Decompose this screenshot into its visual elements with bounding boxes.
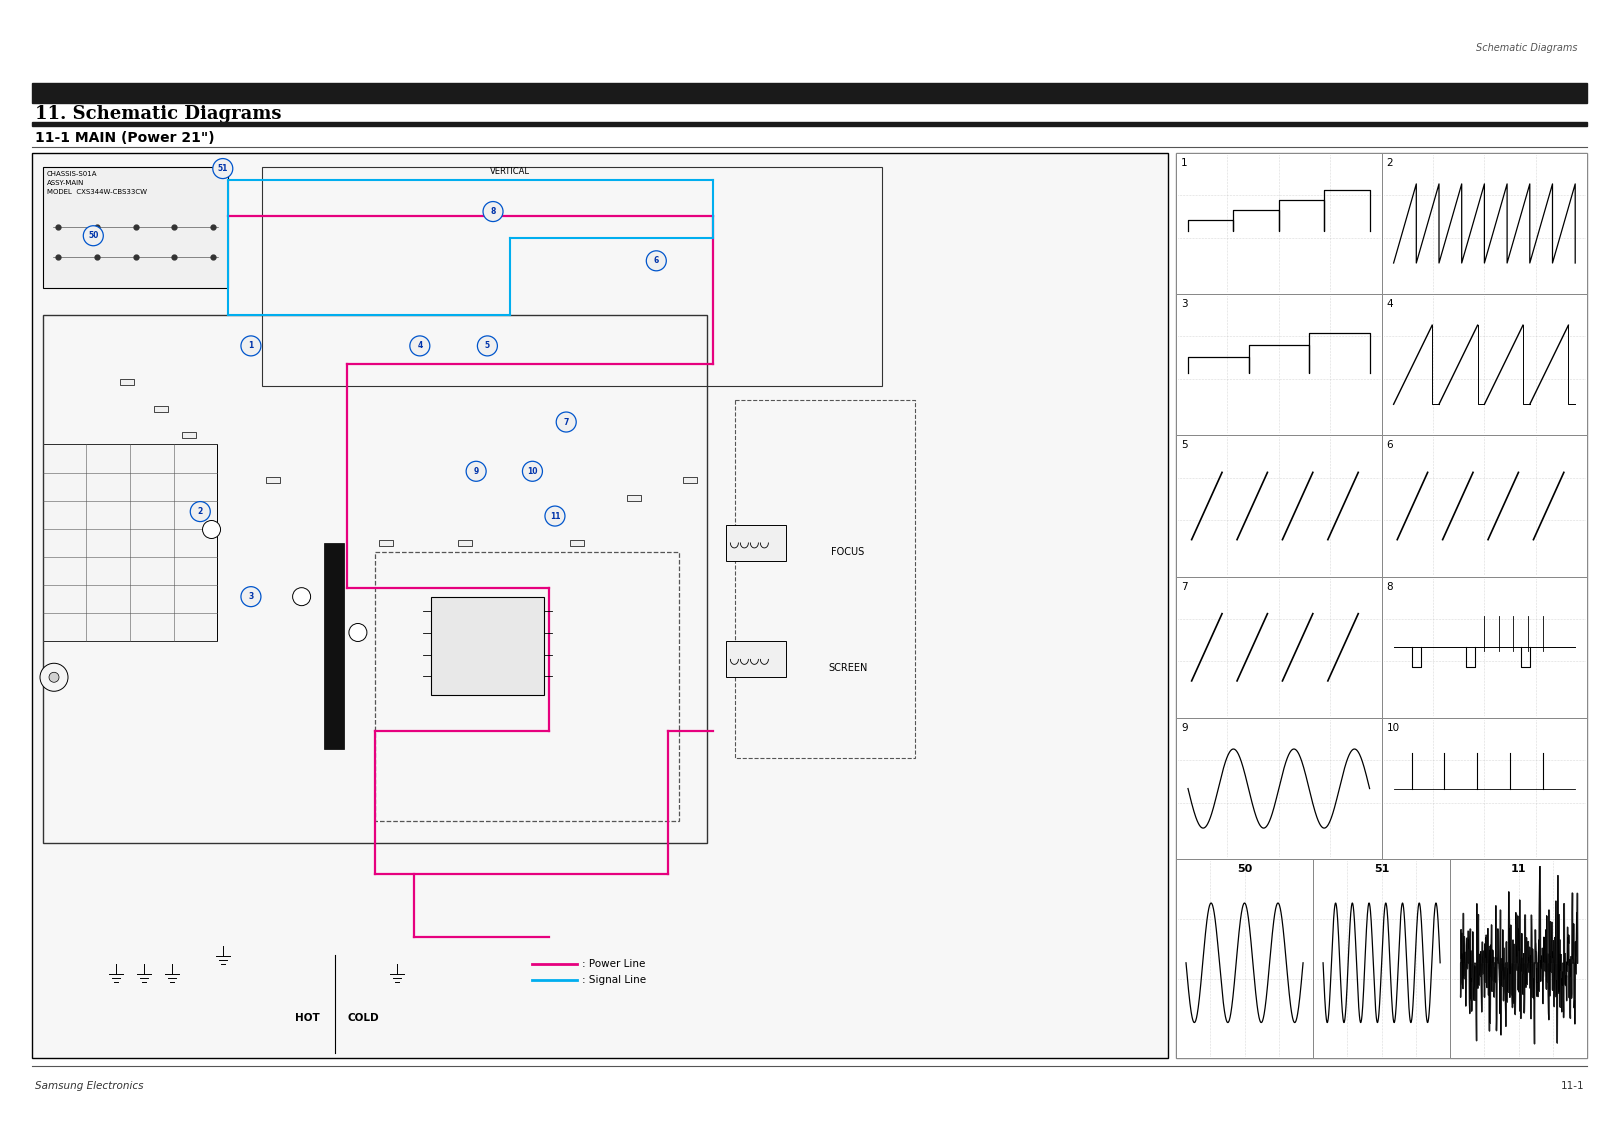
Circle shape — [546, 506, 565, 526]
Text: 11: 11 — [550, 512, 560, 521]
Text: : Signal Line: : Signal Line — [582, 975, 646, 985]
Circle shape — [190, 501, 210, 522]
Text: 2: 2 — [1387, 157, 1394, 168]
Text: COLD: COLD — [347, 1013, 379, 1022]
Bar — [1176, 718, 1381, 859]
Text: 11. Schematic Diagrams: 11. Schematic Diagrams — [35, 105, 282, 123]
Circle shape — [213, 158, 232, 179]
Circle shape — [410, 336, 430, 355]
Bar — [1381, 294, 1587, 436]
Bar — [627, 495, 640, 501]
Text: FOCUS: FOCUS — [830, 547, 864, 557]
Bar — [1176, 859, 1314, 1058]
Text: 2: 2 — [198, 507, 203, 516]
Bar — [374, 552, 678, 821]
Circle shape — [203, 521, 221, 539]
Bar — [458, 540, 472, 546]
Text: 50: 50 — [88, 231, 99, 240]
Bar — [1176, 294, 1381, 436]
Bar — [1314, 859, 1450, 1058]
Circle shape — [83, 225, 104, 246]
Circle shape — [293, 588, 310, 606]
Text: 7: 7 — [563, 418, 570, 427]
Text: 11-1: 11-1 — [1560, 1081, 1584, 1091]
Text: 5: 5 — [1181, 440, 1187, 451]
Circle shape — [557, 412, 576, 432]
Bar — [1450, 859, 1587, 1058]
Bar — [1176, 436, 1381, 576]
Text: : Power Line: : Power Line — [582, 959, 646, 969]
Circle shape — [40, 663, 69, 692]
Bar — [726, 642, 786, 677]
Bar — [571, 540, 584, 546]
Bar — [154, 405, 168, 412]
Bar — [120, 379, 134, 385]
Text: Schematic Diagrams: Schematic Diagrams — [1477, 43, 1578, 53]
Text: SCREEN: SCREEN — [829, 663, 867, 674]
Text: 3: 3 — [1181, 299, 1187, 309]
Bar — [262, 166, 882, 386]
Text: 5: 5 — [485, 342, 490, 351]
Bar — [1381, 153, 1587, 294]
Circle shape — [50, 672, 59, 683]
Bar — [43, 166, 229, 288]
Text: 4: 4 — [1387, 299, 1394, 309]
Text: Samsung Electronics: Samsung Electronics — [35, 1081, 144, 1091]
Text: 1: 1 — [1181, 157, 1187, 168]
Circle shape — [477, 336, 498, 355]
Text: 10: 10 — [526, 466, 538, 475]
Bar — [379, 540, 394, 546]
Circle shape — [242, 336, 261, 355]
Text: 51: 51 — [218, 164, 227, 173]
Text: VERTICAL: VERTICAL — [490, 168, 530, 177]
Text: 3: 3 — [248, 592, 253, 601]
Circle shape — [242, 586, 261, 607]
Circle shape — [646, 251, 666, 271]
Bar — [182, 432, 197, 438]
Text: 6: 6 — [1387, 440, 1394, 451]
Bar — [43, 315, 707, 843]
Bar — [1176, 576, 1381, 718]
Text: 4: 4 — [418, 342, 422, 351]
Bar — [1381, 576, 1587, 718]
Bar — [1381, 436, 1587, 576]
Text: 7: 7 — [1181, 582, 1187, 592]
Text: 8: 8 — [490, 207, 496, 216]
Text: 11-1 MAIN (Power 21"): 11-1 MAIN (Power 21") — [35, 131, 214, 145]
Bar — [726, 525, 786, 561]
Text: 10: 10 — [1387, 723, 1400, 732]
Bar — [430, 597, 544, 695]
Bar — [32, 153, 1168, 1058]
Bar — [43, 445, 218, 642]
Text: 9: 9 — [474, 466, 478, 475]
Text: 8: 8 — [1387, 582, 1394, 592]
Bar — [734, 400, 915, 757]
Bar — [32, 83, 1587, 103]
Bar — [32, 122, 1587, 126]
Text: CHASSIS-S01A
ASSY-MAIN
MODEL  CXS344W-CBS33CW: CHASSIS-S01A ASSY-MAIN MODEL CXS344W-CBS… — [46, 171, 147, 195]
Bar — [1176, 153, 1381, 294]
Text: 6: 6 — [654, 256, 659, 265]
Text: 50: 50 — [1237, 864, 1253, 874]
Text: HOT: HOT — [294, 1013, 320, 1022]
Text: 1: 1 — [248, 342, 253, 351]
Bar — [267, 478, 280, 483]
Bar — [1381, 718, 1587, 859]
Circle shape — [483, 201, 502, 222]
Circle shape — [523, 461, 542, 481]
Circle shape — [349, 624, 366, 642]
Bar — [683, 478, 698, 483]
Text: 51: 51 — [1374, 864, 1389, 874]
Text: 11: 11 — [1510, 864, 1526, 874]
Text: 9: 9 — [1181, 723, 1187, 732]
Bar — [1176, 153, 1587, 1058]
Circle shape — [466, 461, 486, 481]
Bar — [325, 543, 344, 749]
